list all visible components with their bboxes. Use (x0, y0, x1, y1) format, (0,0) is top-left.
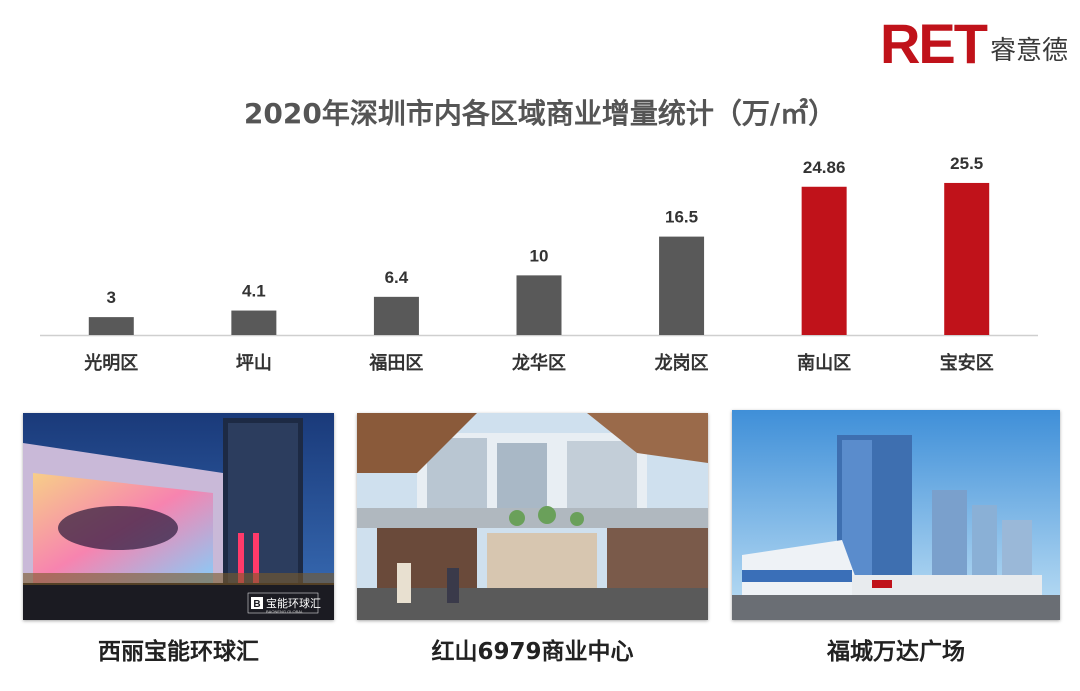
logo-sign-mark: B (253, 599, 260, 610)
building-photo-icon: B 宝能环球汇 BAONENG GLOBAL (23, 413, 334, 620)
photo-fucheng-wanda (732, 410, 1060, 620)
x-tick-label: 南山区 (797, 352, 851, 374)
data-label: 25.5 (950, 154, 983, 173)
x-tick-label: 龙华区 (512, 352, 566, 374)
x-tick-label: 坪山 (236, 353, 272, 374)
brand-mark: RET (879, 12, 988, 75)
data-label: 3 (107, 288, 116, 307)
bar-chart: 3 光明区 4.1 坪山 6.4 福田区 10 龙华区 16.5 龙岗区 24.86 南山区 25.5 宝… (40, 154, 1038, 374)
chart-title: 2020年深圳市内各区域商业增量统计（万/㎡） (243, 97, 837, 130)
x-tick-label: 光明区 (83, 352, 138, 374)
skyscraper-photo-icon (732, 410, 1060, 620)
bar (88, 317, 134, 335)
photo-hongshan-6979 (357, 413, 708, 620)
x-tick-label: 福田区 (368, 352, 423, 374)
bar (373, 296, 419, 335)
data-label: 4.1 (242, 282, 266, 301)
x-tick-label: 宝安区 (940, 352, 994, 374)
brand-logo: RET 睿意德 (880, 12, 1068, 72)
bar (516, 275, 562, 335)
caption-photo-3: 福城万达广场 (827, 639, 965, 665)
caption-photo-1: 西丽宝能环球汇 (98, 639, 259, 665)
mall-interior-photo-icon (357, 413, 708, 620)
bar (231, 310, 277, 335)
bar (801, 186, 847, 335)
data-label: 6.4 (385, 268, 409, 287)
logo-sign-subtext: BAONENG GLOBAL (266, 609, 304, 614)
bar (944, 182, 990, 335)
photo-xili-baoneng: B 宝能环球汇 BAONENG GLOBAL (23, 413, 334, 620)
data-label: 24.86 (803, 158, 846, 177)
caption-photo-2: 红山6979商业中心 (431, 639, 634, 665)
logo-sign-text: 宝能环球汇 (266, 596, 321, 610)
data-label: 16.5 (665, 208, 698, 227)
brand-name: 睿意德 (989, 36, 1068, 66)
data-label: 10 (530, 246, 549, 265)
x-tick-label: 龙岗区 (655, 352, 709, 374)
bar (659, 236, 705, 335)
